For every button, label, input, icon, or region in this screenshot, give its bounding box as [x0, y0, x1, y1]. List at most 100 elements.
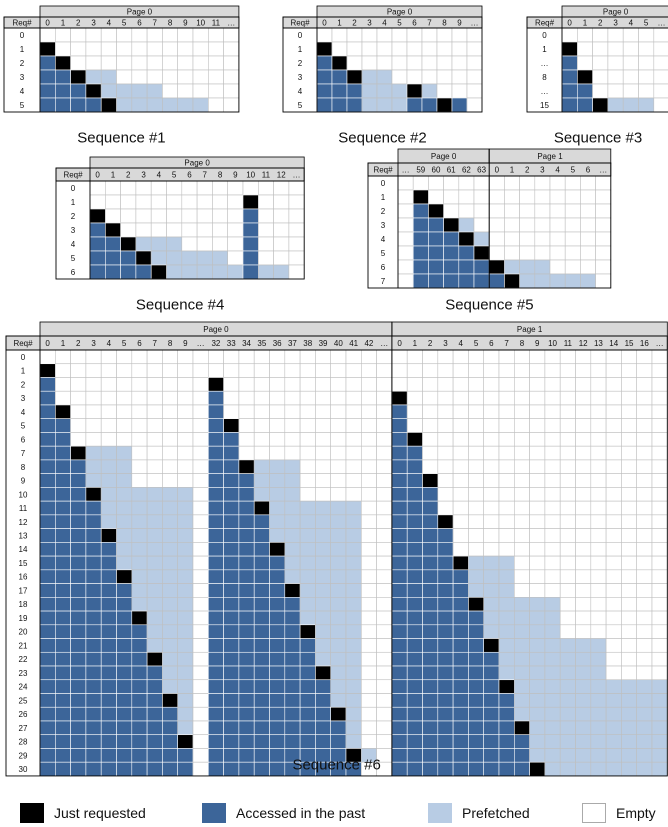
column-label: 14 — [609, 339, 618, 348]
prefetched-cell — [544, 734, 561, 749]
empty-cell — [636, 583, 653, 598]
accessed-cell — [238, 583, 255, 598]
prefetched-cell — [330, 528, 347, 543]
accessed-cell — [39, 445, 56, 461]
accessed-cell — [85, 665, 102, 681]
empty-cell — [590, 610, 607, 626]
prefetched-cell — [269, 473, 286, 488]
empty-cell — [105, 194, 121, 210]
row-label: … — [541, 59, 549, 68]
just-requested-cell — [177, 734, 194, 749]
just-requested-cell — [100, 528, 117, 543]
accessed-cell — [208, 706, 224, 722]
accessed-cell — [422, 624, 439, 639]
empty-cell — [166, 208, 183, 224]
just-requested-cell — [85, 83, 102, 99]
empty-cell — [636, 404, 653, 419]
accessed-cell — [54, 69, 71, 85]
accessed-cell — [412, 217, 429, 233]
empty-cell — [223, 377, 240, 392]
empty-cell — [590, 404, 607, 419]
empty-cell — [116, 404, 133, 419]
column-label: 4 — [629, 19, 634, 28]
empty-cell — [468, 404, 484, 419]
empty-cell — [376, 638, 393, 653]
empty-cell — [575, 377, 592, 392]
accessed-cell — [131, 679, 148, 694]
just-requested-cell — [253, 500, 270, 516]
accessed-cell — [131, 706, 148, 722]
empty-cell — [651, 473, 668, 488]
column-label: 4 — [555, 166, 560, 175]
prefetched-cell — [345, 679, 362, 694]
accessed-cell — [208, 432, 224, 447]
empty-cell — [376, 569, 393, 584]
accessed-cell — [406, 706, 423, 722]
empty-cell — [331, 27, 348, 43]
empty-cell — [376, 487, 393, 502]
prefetched-cell — [513, 693, 530, 708]
row-label: 0 — [20, 31, 25, 40]
accessed-cell — [208, 418, 224, 433]
empty-cell — [605, 363, 622, 378]
accessed-cell — [39, 500, 56, 516]
empty-cell — [422, 377, 439, 392]
accessed-cell — [406, 514, 423, 529]
prefetched-cell — [315, 583, 331, 598]
empty-cell — [131, 55, 148, 71]
accessed-cell — [54, 624, 71, 639]
accessed-cell — [208, 624, 224, 639]
empty-cell — [376, 349, 393, 365]
just-requested-cell — [346, 69, 363, 85]
accessed-cell — [223, 610, 240, 626]
prefetched-cell — [529, 624, 546, 639]
accessed-cell — [70, 651, 87, 667]
empty-cell — [397, 231, 414, 247]
empty-cell — [483, 528, 500, 543]
just-requested-cell — [299, 624, 316, 639]
accessed-cell — [391, 555, 408, 571]
accessed-cell — [437, 638, 454, 653]
prefetched-cell — [177, 500, 194, 516]
empty-cell — [397, 259, 414, 275]
accessed-cell — [406, 734, 423, 749]
row-label: 26 — [19, 710, 28, 719]
empty-cell — [196, 236, 213, 252]
accessed-cell — [39, 583, 56, 598]
accessed-cell — [316, 83, 333, 99]
accessed-cell — [437, 651, 454, 667]
accessed-cell — [406, 693, 423, 708]
empty-cell — [636, 377, 653, 392]
accessed-cell — [238, 761, 255, 777]
accessed-cell — [70, 693, 87, 708]
empty-cell — [473, 217, 490, 233]
column-label: 41 — [349, 339, 358, 348]
empty-cell — [253, 418, 270, 433]
accessed-cell — [39, 377, 56, 392]
accessed-cell — [70, 528, 87, 543]
empty-cell — [181, 222, 198, 238]
accessed-cell — [85, 638, 102, 653]
accessed-cell — [39, 514, 56, 529]
empty-cell — [397, 273, 414, 289]
empty-cell — [360, 487, 377, 502]
row-label: 4 — [71, 240, 76, 249]
prefetched-cell — [315, 569, 331, 584]
empty-cell — [651, 651, 668, 667]
accessed-cell — [70, 555, 87, 571]
accessed-cell — [208, 679, 224, 694]
empty-cell — [638, 69, 655, 85]
empty-cell — [150, 180, 167, 196]
accessed-cell — [238, 638, 255, 653]
accessed-cell — [238, 734, 255, 749]
accessed-cell — [146, 734, 163, 749]
empty-cell — [498, 487, 515, 502]
prefetched-cell — [621, 720, 638, 736]
column-label: 1 — [61, 19, 66, 28]
accessed-cell — [422, 748, 439, 763]
empty-cell — [299, 473, 316, 488]
prefetched-cell — [196, 264, 213, 280]
row-label: 2 — [71, 212, 76, 221]
column-label: 8 — [168, 19, 173, 28]
just-requested-cell — [100, 97, 117, 113]
